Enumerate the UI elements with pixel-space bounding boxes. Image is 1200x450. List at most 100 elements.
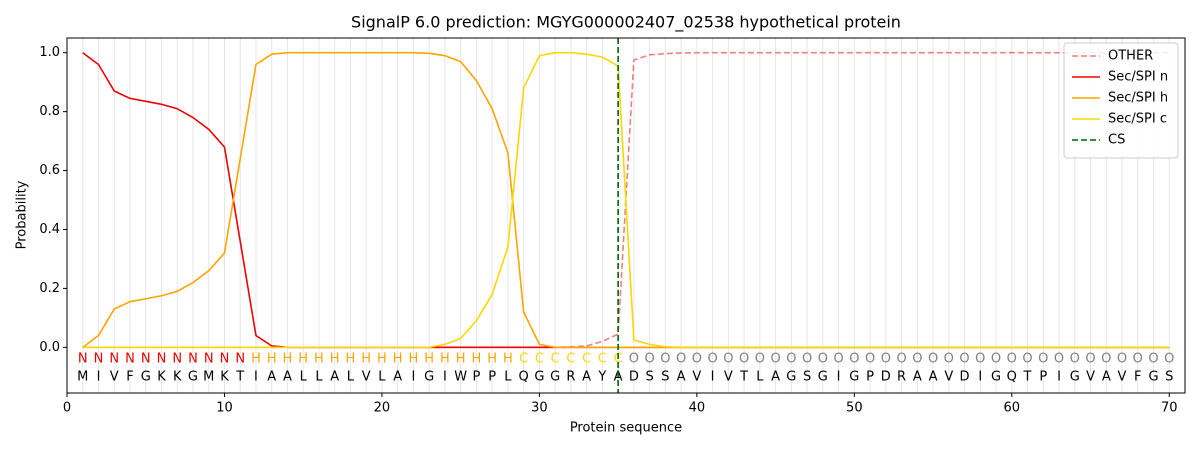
residue-label: T: [235, 369, 244, 384]
residue-label: A: [913, 369, 922, 384]
region-label: H: [377, 352, 387, 367]
region-label: O: [707, 352, 717, 367]
residue-label: K: [157, 369, 166, 384]
residue-label: S: [803, 369, 811, 384]
region-label: O: [944, 352, 954, 367]
y-tick-label: 0.8: [39, 104, 60, 119]
residue-label: I: [711, 369, 715, 384]
x-tick-label: 0: [63, 401, 71, 416]
residue-label: L: [504, 369, 512, 384]
region-label: O: [1148, 352, 1158, 367]
residue-label: T: [1023, 369, 1032, 384]
region-label: H: [330, 352, 340, 367]
region-label: O: [723, 352, 733, 367]
residue-label: A: [393, 369, 402, 384]
x-tick-label: 50: [846, 401, 863, 416]
region-label: O: [991, 352, 1001, 367]
residue-label: L: [347, 369, 355, 384]
region-label: C: [598, 352, 607, 367]
region-label: C: [614, 352, 623, 367]
residue-label: R: [897, 369, 906, 384]
residue-label: G: [424, 369, 434, 384]
region-label: N: [172, 352, 182, 367]
region-label: O: [1007, 352, 1017, 367]
legend-label: Sec/SPI h: [1108, 91, 1168, 106]
region-label: O: [770, 352, 780, 367]
residue-label: Q: [1007, 369, 1017, 384]
y-axis-label: Probability: [15, 180, 30, 249]
region-label: H: [424, 352, 434, 367]
region-label: O: [833, 352, 843, 367]
residue-label: A: [330, 369, 339, 384]
region-label: N: [141, 352, 151, 367]
residue-label: G: [534, 369, 544, 384]
residue-label: A: [283, 369, 292, 384]
residue-label: I: [412, 369, 416, 384]
region-label: O: [959, 352, 969, 367]
region-label: H: [472, 352, 482, 367]
region-label: O: [629, 352, 639, 367]
residue-label: Y: [597, 369, 606, 384]
region-label: O: [896, 352, 906, 367]
residue-label: M: [77, 369, 88, 384]
region-label: H: [503, 352, 513, 367]
region-label: N: [220, 352, 230, 367]
residue-label: R: [566, 369, 575, 384]
region-label: H: [346, 352, 356, 367]
region-label: O: [975, 352, 985, 367]
residue-label: P: [488, 369, 496, 384]
region-label: O: [786, 352, 796, 367]
residue-label: A: [267, 369, 276, 384]
x-tick-label: 40: [689, 401, 706, 416]
region-label: O: [865, 352, 875, 367]
region-label: H: [251, 352, 261, 367]
region-label: O: [1070, 352, 1080, 367]
region-label: O: [1022, 352, 1032, 367]
residue-label: V: [1118, 369, 1127, 384]
residue-label: G: [1070, 369, 1080, 384]
residue-label: I: [254, 369, 258, 384]
residue-label: G: [188, 369, 198, 384]
plot-frame: [66, 37, 1186, 394]
residue-label: A: [771, 369, 780, 384]
residue-label: G: [550, 369, 560, 384]
y-tick-label: 0.6: [39, 163, 60, 178]
region-label: O: [912, 352, 922, 367]
region-label: N: [78, 352, 88, 367]
residue-label: W: [454, 369, 467, 384]
x-tick-label: 30: [531, 401, 548, 416]
y-tick-label: 0.2: [39, 281, 60, 296]
residue-label: G: [786, 369, 796, 384]
residue-label: A: [677, 369, 686, 384]
region-label: O: [818, 352, 828, 367]
region-label: N: [235, 352, 245, 367]
residue-label: A: [929, 369, 938, 384]
region-label: N: [204, 352, 214, 367]
residue-label: I: [97, 369, 101, 384]
residue-label: L: [315, 369, 323, 384]
residue-label: I: [443, 369, 447, 384]
region-label: O: [849, 352, 859, 367]
y-tick-label: 0.0: [39, 340, 60, 355]
residue-label: V: [944, 369, 953, 384]
residue-label: S: [661, 369, 669, 384]
region-label: O: [1117, 352, 1127, 367]
region-label: O: [660, 352, 670, 367]
residue-label: V: [362, 369, 371, 384]
region-label: O: [739, 352, 749, 367]
residue-label: G: [141, 369, 151, 384]
residue-label: S: [1165, 369, 1173, 384]
y-tick-label: 0.4: [39, 222, 60, 237]
region-label: O: [1101, 352, 1111, 367]
residue-label: D: [881, 369, 891, 384]
residue-label: P: [1039, 369, 1047, 384]
residue-label: G: [818, 369, 828, 384]
legend-label: OTHER: [1108, 49, 1153, 64]
region-label: O: [881, 352, 891, 367]
region-label: N: [109, 352, 119, 367]
x-axis-label: Protein sequence: [570, 421, 682, 436]
region-label: O: [645, 352, 655, 367]
residue-label: S: [645, 369, 653, 384]
residue-label: I: [1057, 369, 1061, 384]
